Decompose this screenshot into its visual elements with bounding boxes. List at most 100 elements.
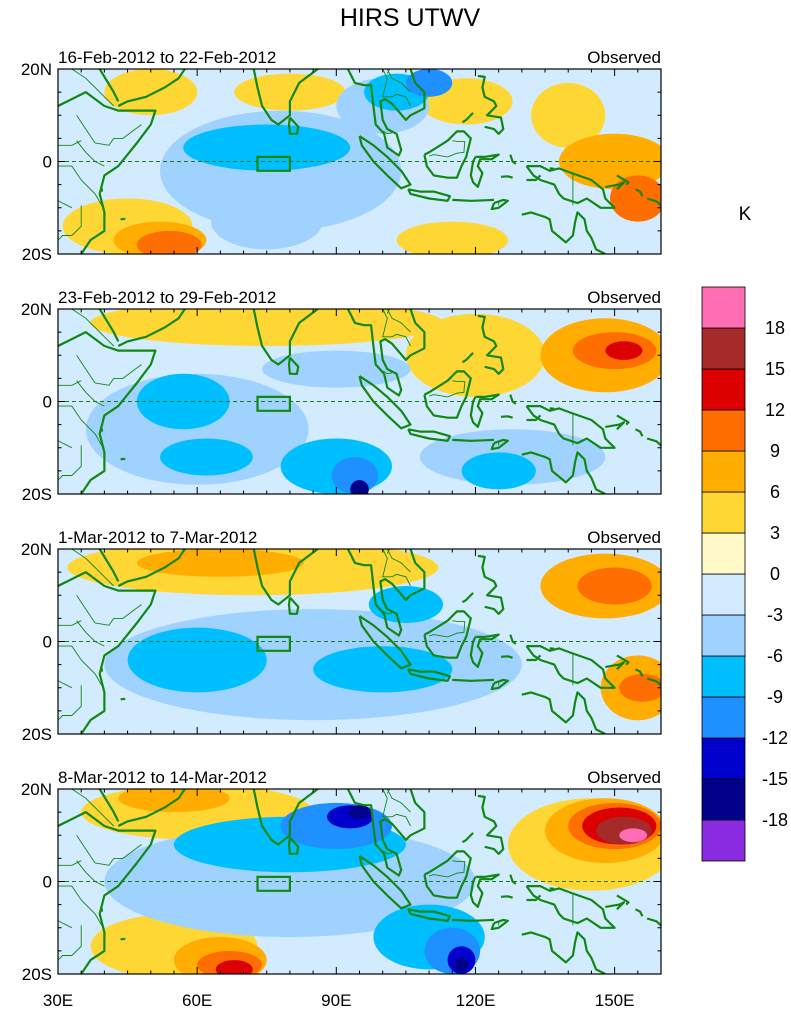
coastline — [635, 188, 644, 197]
colorbar-label: -12 — [762, 728, 788, 748]
coastline — [423, 370, 472, 419]
coastline — [358, 615, 412, 670]
country-border — [71, 69, 115, 107]
coastline — [97, 789, 120, 822]
x-tick-labels: 30E 60E 90E 120E 150E — [43, 991, 635, 1010]
contour-region — [405, 313, 546, 397]
coastline — [100, 666, 104, 672]
colorbar-swatch — [701, 491, 746, 534]
coastline — [526, 894, 542, 902]
coastline — [521, 211, 606, 254]
coastline — [423, 610, 472, 659]
country-border — [373, 789, 411, 827]
x-tick-label: 90E — [321, 991, 351, 1010]
colorbar-swatch — [701, 409, 746, 452]
coastline — [646, 917, 661, 927]
country-border — [327, 757, 346, 780]
contour-region — [215, 960, 253, 974]
y-tick-label: 0 — [43, 633, 52, 652]
coastline — [509, 874, 517, 885]
colorbar-swatch — [701, 368, 746, 411]
region-box — [256, 395, 291, 412]
country-border — [327, 37, 346, 60]
region-box — [256, 155, 291, 172]
contour-region — [454, 957, 469, 972]
coastline — [526, 414, 542, 422]
country-border — [58, 445, 82, 481]
country-border — [76, 860, 105, 887]
country-border — [386, 69, 411, 93]
x-tick-label: 120E — [456, 991, 496, 1010]
colorbar-swatch — [701, 573, 746, 616]
coastline — [117, 549, 187, 587]
coastline — [526, 654, 542, 662]
country-border — [71, 789, 115, 827]
coastline — [469, 153, 500, 189]
contour-region — [350, 480, 369, 494]
country-border — [58, 860, 82, 866]
country-border — [428, 620, 466, 638]
coastline — [120, 457, 126, 461]
country-border — [386, 789, 411, 813]
contour-region — [396, 221, 508, 254]
coastline — [100, 906, 104, 912]
colorbar-label: 3 — [770, 523, 780, 543]
colorbar-label: -3 — [767, 605, 783, 625]
map-overlay — [58, 18, 661, 254]
country-border — [386, 309, 411, 333]
panels: 20N 0 20S 16-Feb-2012 to 22-Feb-2012 Observe… — [21, 18, 662, 984]
chart-title: HIRS UTWV — [340, 4, 481, 32]
colorbar-label: -9 — [767, 687, 783, 707]
coastline — [500, 175, 513, 179]
coastline — [646, 437, 661, 447]
coastline — [549, 167, 555, 170]
colorbar-label: -6 — [767, 646, 783, 666]
coastline — [525, 644, 616, 689]
panel-date-range: 23-Feb-2012 to 29-Feb-2012 — [58, 288, 276, 307]
contour-region — [136, 549, 304, 577]
country-border — [276, 498, 327, 519]
coastline — [452, 678, 495, 682]
country-border — [276, 18, 327, 39]
colorbar-label: 15 — [765, 359, 785, 379]
y-tick-label: 20N — [21, 780, 52, 799]
country-border — [58, 885, 105, 931]
panel-source-label: Observed — [587, 48, 661, 67]
colorbar-swatch — [701, 696, 746, 739]
coastline — [477, 554, 505, 615]
colorbar-label: -15 — [762, 769, 788, 789]
coastline — [358, 375, 412, 430]
coastline — [58, 811, 157, 974]
colorbar-label: 18 — [765, 318, 785, 338]
coastline — [490, 198, 509, 211]
panel-date-range: 1-Mar-2012 to 7-Mar-2012 — [58, 528, 257, 547]
coastline — [120, 217, 126, 221]
coastline — [252, 309, 321, 366]
y-tick-label: 0 — [43, 393, 52, 412]
region-box — [256, 875, 291, 892]
colorbar-swatch — [701, 778, 746, 821]
panel-1: 20N 0 20S 16-Feb-2012 to 22-Feb-2012 Observe… — [21, 18, 662, 264]
contour-region — [577, 567, 652, 605]
coastline — [407, 908, 451, 922]
contour-region — [610, 175, 661, 222]
y-tick-label: 20S — [22, 245, 52, 264]
y-tick-label: 20S — [22, 485, 52, 504]
country-border — [382, 610, 393, 615]
coastline — [521, 451, 606, 494]
country-border — [76, 355, 142, 386]
contour-region — [347, 805, 372, 819]
coastline — [469, 873, 500, 909]
contour-region — [136, 230, 202, 254]
y-tick-label: 20S — [22, 725, 52, 744]
country-border — [386, 309, 391, 314]
panel-source-label: Observed — [587, 768, 661, 787]
coastline — [100, 186, 104, 192]
coastline — [461, 592, 474, 604]
coastline — [605, 421, 626, 431]
colorbar-swatch — [701, 327, 746, 370]
coastline — [117, 789, 187, 827]
coastline — [525, 164, 616, 209]
contour-region — [558, 133, 661, 190]
